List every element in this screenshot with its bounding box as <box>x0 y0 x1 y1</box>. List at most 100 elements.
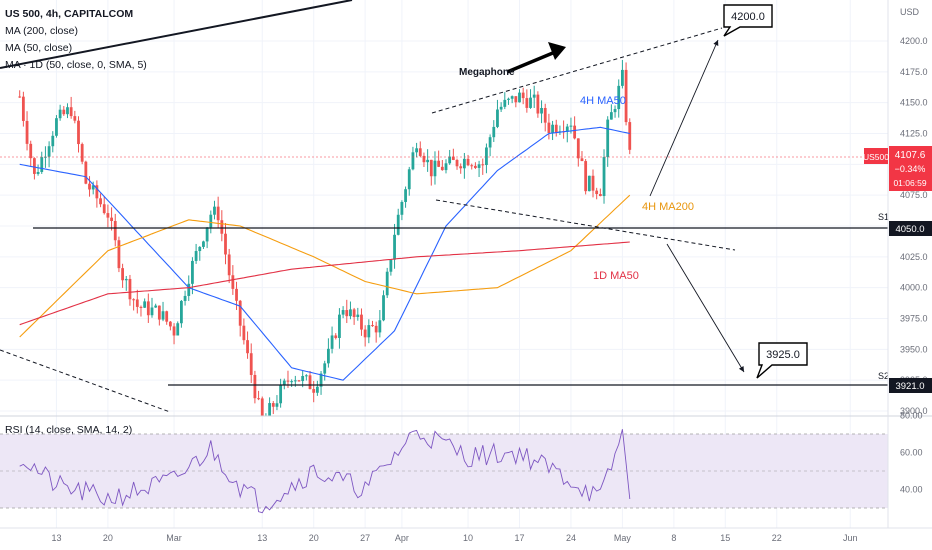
time-tick-label: 13 <box>257 533 267 543</box>
candle-body <box>36 171 40 174</box>
time-tick-label: 20 <box>309 533 319 543</box>
candle-body <box>400 201 404 215</box>
candle-body <box>382 295 385 321</box>
candle-body <box>543 107 547 123</box>
price-tick-label: 4175.0 <box>900 67 928 77</box>
candle-body <box>323 363 327 374</box>
candle-body <box>569 125 573 127</box>
price-tick-label: 4075.0 <box>900 190 928 200</box>
candle-body <box>518 92 521 103</box>
candle-body <box>338 314 341 338</box>
candle-body <box>598 194 602 197</box>
time-tick-label: Jun <box>843 533 858 543</box>
candle-body <box>40 157 44 172</box>
candle-body <box>80 144 84 162</box>
candle-body <box>312 389 316 393</box>
candle-body <box>132 299 136 301</box>
candle-body <box>532 94 536 98</box>
candle-body <box>117 240 121 269</box>
candle-body <box>356 314 360 318</box>
candle-body <box>621 69 624 86</box>
candle-body <box>88 183 91 190</box>
candle-body <box>393 234 396 260</box>
candle-body <box>422 155 426 163</box>
candle-body <box>238 300 242 326</box>
symbol-tag <box>864 148 888 164</box>
current-price-timer: 01:06:59 <box>893 178 926 188</box>
candle-body <box>474 165 477 168</box>
candle-body <box>55 118 58 136</box>
time-tick-label: 22 <box>772 533 782 543</box>
candle-body <box>297 380 301 382</box>
candle-body <box>330 335 334 349</box>
megaphone-label: Megaphone <box>459 67 515 78</box>
candle-body <box>209 214 213 228</box>
ma200-4h-line <box>19 194 631 338</box>
candle-body <box>73 116 77 121</box>
candle-body <box>21 96 25 121</box>
candle-body <box>176 323 180 336</box>
candle-body <box>216 206 220 221</box>
megaphone-upper-line <box>431 27 723 114</box>
candle-body <box>165 311 169 322</box>
candle-body <box>124 278 128 281</box>
candle-body <box>477 164 481 168</box>
candle-body <box>437 160 441 167</box>
candle-body <box>242 325 246 341</box>
candle-body <box>367 325 371 338</box>
price-axis[interactable]: USD 4200.04175.04150.04125.04100.04075.0… <box>887 0 928 528</box>
ma50-4h-line <box>19 126 630 381</box>
candle-body <box>385 271 389 296</box>
candle-body <box>99 198 102 205</box>
candle-body <box>551 124 554 134</box>
candle-body <box>554 124 558 133</box>
candle-body <box>25 120 29 144</box>
symbol-tag-label: US500 <box>863 152 889 162</box>
s1-label: S1 <box>878 212 889 222</box>
candle-body <box>455 159 459 167</box>
time-tick-label: 17 <box>514 533 524 543</box>
legend-ma50: MA (50, close) <box>5 42 72 54</box>
rsi-tick-label: 40.00 <box>900 485 923 495</box>
price-axis-labels: 4107.6 −0.34% 01:06:59 US500 4050.0 3921… <box>863 146 932 393</box>
candle-body <box>481 164 485 166</box>
time-tick-label: Apr <box>395 533 409 543</box>
candle-body <box>407 169 411 190</box>
time-axis[interactable]: 13 20 Mar 13 20 27 Apr 10 17 24 May 8 15 22 Jun <box>0 527 932 543</box>
legend-ma1d: MA · 1D (50, close, 0, SMA, 5) <box>5 59 147 71</box>
target-down-callout <box>756 342 808 379</box>
candle-body <box>536 94 540 114</box>
trendline-top-left <box>0 0 353 69</box>
candle-body <box>198 246 202 252</box>
annotations: Megaphone 4H MA50 4H MA200 1D MA50 S1 S2… <box>459 4 889 381</box>
legend-ma200: MA (200, close) <box>5 25 78 37</box>
candle-body <box>154 305 158 308</box>
candle-body <box>352 309 356 318</box>
target-down-label: 3925.0 <box>766 349 800 361</box>
candle-body <box>485 147 488 166</box>
time-tick-label: 27 <box>360 533 370 543</box>
time-tick-label: 24 <box>566 533 576 543</box>
candle-body <box>301 375 305 382</box>
rsi-tick-label: 60.00 <box>900 448 923 458</box>
candle-body <box>459 166 463 169</box>
candle-body <box>187 283 191 296</box>
time-tick-label: 13 <box>51 533 61 543</box>
candle-body <box>334 335 338 338</box>
candle-body <box>161 311 165 320</box>
price-tick-label: 3975.0 <box>900 314 928 324</box>
candle-body <box>135 299 139 307</box>
candle-body <box>507 98 510 100</box>
candle-body <box>624 69 628 123</box>
target-up-callout <box>723 4 773 37</box>
candle-body <box>525 98 529 108</box>
drawings[interactable] <box>0 0 888 413</box>
candle-body <box>235 288 238 301</box>
candle-body <box>462 158 466 169</box>
rsi-pane: RSI (14, close, SMA, 14, 2) <box>0 424 888 514</box>
ma200-4h-label: 4H MA200 <box>642 201 694 213</box>
candle-body <box>227 254 231 276</box>
candle-body <box>293 380 297 382</box>
candle-body <box>220 220 224 234</box>
